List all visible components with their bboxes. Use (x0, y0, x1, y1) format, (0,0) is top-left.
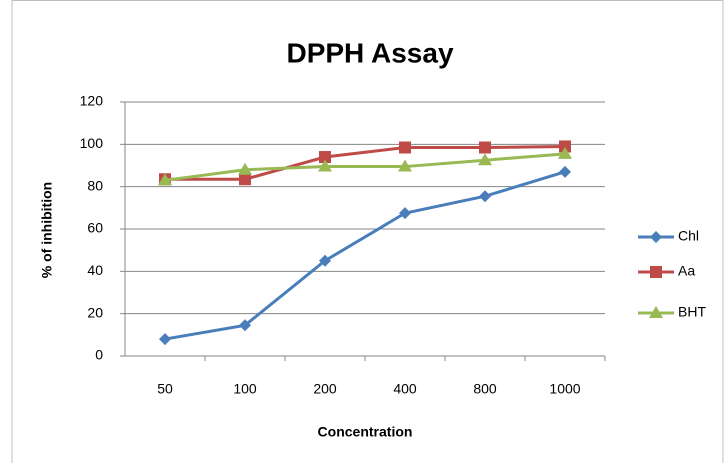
data-point (399, 207, 411, 220)
legend-marker (650, 266, 662, 278)
y-tick-label: 20 (87, 304, 103, 320)
series-line (164, 170, 566, 341)
legend-label: BHT (678, 304, 706, 320)
y-tick-label: 0 (95, 347, 103, 363)
x-tick-label: 1000 (549, 381, 580, 397)
chart-title: DPPH Assay (286, 37, 453, 68)
data-point (558, 146, 572, 159)
x-tick-label: 200 (313, 381, 337, 397)
data-point (318, 159, 332, 172)
y-axis-title: % of inhibition (39, 182, 55, 278)
data-point (159, 333, 171, 346)
data-point (239, 319, 251, 332)
legend-marker (649, 306, 663, 318)
data-point (319, 254, 331, 267)
data-point (559, 140, 571, 153)
data-point (158, 173, 172, 186)
legend-label: Chl (678, 228, 699, 244)
data-point (319, 151, 331, 164)
data-point (478, 153, 492, 166)
data-point (479, 141, 491, 154)
y-tick-label: 120 (80, 93, 104, 109)
data-point (398, 159, 412, 172)
y-tick-label: 80 (87, 177, 103, 193)
y-tick-label: 60 (87, 220, 103, 236)
x-axis-title: Concentration (318, 424, 413, 440)
legend-marker (650, 231, 662, 243)
x-tick-label: 100 (233, 381, 257, 397)
data-point (239, 173, 251, 186)
chart-border (11, 0, 724, 463)
x-tick-label: 400 (393, 381, 417, 397)
series-line (164, 152, 566, 182)
y-tick-label: 100 (80, 135, 104, 151)
legend-label: Aa (678, 263, 695, 279)
x-tick-label: 800 (473, 381, 497, 397)
y-tick-label: 40 (87, 262, 103, 278)
data-point (238, 162, 252, 175)
x-tick-label: 50 (157, 381, 173, 397)
data-point (399, 141, 411, 154)
data-point (479, 190, 491, 203)
data-point (559, 165, 571, 178)
series-line (165, 144, 566, 181)
